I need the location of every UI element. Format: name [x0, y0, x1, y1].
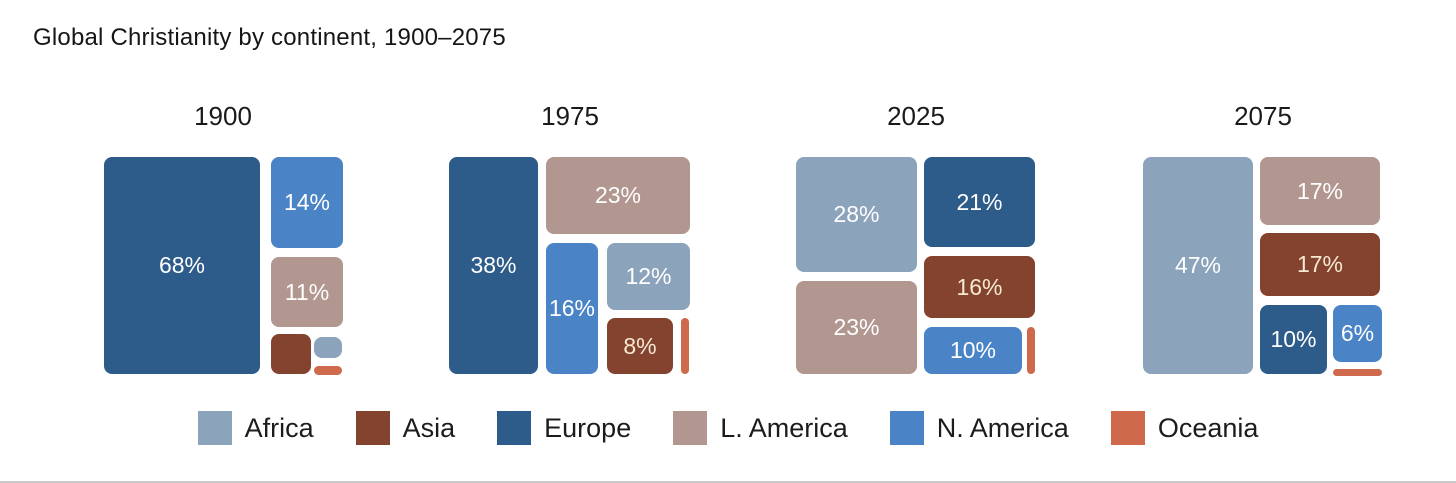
treemap-block-europe: 38%: [449, 157, 538, 374]
legend-item-europe: Europe: [497, 411, 631, 445]
treemap-block-asia: [271, 334, 311, 374]
treemap-block-africa: 12%: [607, 243, 690, 310]
treemap-block-n-america: 6%: [1333, 305, 1382, 362]
treemap-block-oceania: [1027, 327, 1035, 374]
treemap-block-oceania: [1333, 369, 1382, 376]
treemap-block-n-america: 10%: [924, 327, 1022, 374]
treemap-block-africa: 28%: [796, 157, 917, 272]
legend-item-asia: Asia: [355, 411, 456, 445]
treemap-block-africa: [314, 337, 342, 358]
legend-label: N. America: [936, 412, 1069, 443]
n-america-color-swatch: [889, 411, 924, 445]
treemap-block-asia: 17%: [1260, 233, 1380, 296]
asia-color-swatch: [355, 411, 390, 445]
legend-label: Asia: [402, 412, 456, 443]
treemap-block-n-america: 14%: [271, 157, 343, 248]
legend-item-l-america: L. America: [673, 411, 848, 445]
treemap-block-oceania: [314, 366, 342, 375]
chart-title: Global Christianity by continent, 1900–2…: [33, 24, 506, 51]
legend-item-africa: Africa: [197, 411, 314, 445]
treemap-block-l-america: 23%: [796, 281, 917, 374]
treemap-block-l-america: 17%: [1260, 157, 1380, 225]
europe-color-swatch: [497, 411, 532, 445]
treemap-block-europe: 10%: [1260, 305, 1327, 374]
treemap-block-l-america: 11%: [271, 257, 343, 327]
chart-legend: Africa Asia Europe L. America N. America…: [0, 411, 1456, 445]
year-label-1975: 1975: [541, 101, 599, 131]
treemap-block-europe: 21%: [924, 157, 1035, 247]
treemap-block-oceania: [681, 318, 689, 374]
legend-item-n-america: N. America: [889, 411, 1069, 445]
treemap-block-l-america: 23%: [546, 157, 690, 234]
year-label-2025: 2025: [887, 101, 945, 131]
treemap-block-africa: 47%: [1143, 157, 1253, 374]
bottom-divider: [0, 481, 1456, 483]
treemap-block-n-america: 16%: [546, 243, 598, 374]
oceania-color-swatch: [1110, 411, 1145, 445]
year-label-2075: 2075: [1234, 101, 1292, 131]
l-america-color-swatch: [673, 411, 708, 445]
legend-label: L. America: [720, 412, 848, 443]
legend-item-oceania: Oceania: [1110, 411, 1259, 445]
legend-label: Oceania: [1157, 412, 1259, 443]
legend-label: Europe: [544, 412, 632, 443]
treemap-block-asia: 8%: [607, 318, 673, 374]
treemap-block-asia: 16%: [924, 256, 1035, 318]
africa-color-swatch: [197, 411, 232, 445]
legend-label: Africa: [244, 412, 314, 443]
treemap-block-europe: 68%: [104, 157, 260, 374]
year-label-1900: 1900: [194, 101, 252, 131]
